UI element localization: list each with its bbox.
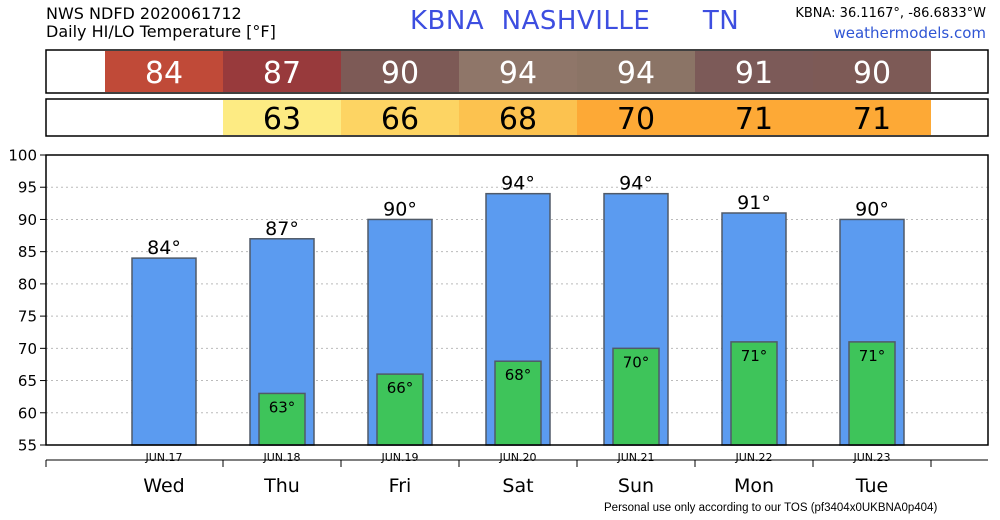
- hi-bar-label: 84°: [147, 237, 181, 259]
- lo-strip-value: 68: [499, 102, 537, 137]
- hi-strip-cell: [459, 51, 577, 92]
- lo-strip-value: 71: [853, 102, 891, 137]
- hi-strip-value: 94: [617, 56, 655, 91]
- lo-bar-label: 70°: [623, 353, 650, 371]
- lo-strip-value: 71: [735, 102, 773, 137]
- hi-strip-value: 91: [735, 56, 773, 91]
- day-label: Mon: [734, 475, 774, 497]
- y-tick-label: 95: [18, 179, 37, 197]
- hi-strip-cell: [105, 51, 223, 92]
- station-coordinates: KBNA: 36.1167°, -86.6833°W: [795, 6, 986, 21]
- lo-strip-cell: [813, 100, 931, 135]
- chart-subtitle: Daily HI/LO Temperature [°F]: [46, 22, 276, 41]
- y-tick-label: 90: [18, 211, 37, 229]
- hi-strip-cell: [577, 51, 695, 92]
- plot-frame: [45, 154, 989, 446]
- lo-bar-label: 68°: [505, 366, 532, 384]
- lo-bar: [612, 347, 660, 446]
- hi-strip-value: 84: [145, 56, 183, 91]
- lo-strip-cell: [577, 100, 695, 135]
- lo-temperature-strip: 63 66 68 70 71 71: [45, 98, 989, 137]
- footer-note: Personal use only according to our TOS (…: [604, 502, 938, 514]
- y-tick-label: 60: [18, 404, 37, 422]
- day-label: Thu: [263, 475, 300, 497]
- y-tick-label: 55: [18, 437, 37, 455]
- y-tick-label: 100: [8, 147, 37, 165]
- day-label: Sat: [502, 475, 533, 497]
- hi-bar-label: 90°: [855, 198, 889, 220]
- y-tick-label: 70: [18, 340, 37, 358]
- y-tick-label: 65: [18, 372, 37, 390]
- lo-bar-label: 71°: [741, 347, 768, 365]
- day-label: Fri: [389, 475, 412, 497]
- hi-strip-value: 94: [499, 56, 537, 91]
- y-tick-label: 75: [18, 308, 37, 326]
- website-link[interactable]: weathermodels.com: [833, 24, 986, 42]
- hi-bar-label: 91°: [737, 192, 771, 214]
- day-label: Wed: [143, 475, 184, 497]
- lo-strip-value: 66: [381, 102, 419, 137]
- hi-strip-cell: [695, 51, 813, 92]
- date-label: JUN.21: [616, 451, 654, 464]
- lo-bar-label: 66°: [387, 379, 414, 397]
- lo-strip-cell: [695, 100, 813, 135]
- model-run-label: NWS NDFD 2020061712: [46, 4, 242, 23]
- hi-strip-value: 90: [381, 56, 419, 91]
- y-tick-label: 85: [18, 243, 37, 261]
- hi-strip-cell: [341, 51, 459, 92]
- hi-strip-cell: [813, 51, 931, 92]
- hi-bar: [131, 257, 197, 446]
- hi-bar-label: 94°: [501, 173, 535, 195]
- lo-strip-value: 70: [617, 102, 655, 137]
- lo-bar-label: 63°: [269, 398, 296, 416]
- lo-bar-label: 71°: [859, 347, 886, 365]
- lo-strip-value: 63: [263, 102, 301, 137]
- lo-bar: [730, 341, 778, 446]
- hi-bar-label: 90°: [383, 198, 417, 220]
- hi-bar-label: 94°: [619, 173, 653, 195]
- hi-strip-value: 87: [263, 56, 301, 91]
- date-label: JUN.19: [380, 451, 418, 464]
- lo-bar: [376, 373, 424, 446]
- hi-temperature-strip: 84 87 90 94 94 91 90: [45, 49, 989, 94]
- y-tick-label: 80: [18, 275, 37, 293]
- lo-bar: [848, 341, 896, 446]
- plot-area: 55 60 65 70 75 80 85 90 95 100 84° 87° 90° 94° 94° 91° 9…: [8, 147, 989, 497]
- day-label: Sun: [618, 475, 654, 497]
- lo-strip-cell: [223, 100, 341, 135]
- day-label: Tue: [855, 475, 888, 497]
- station-title: KBNA NASHVILLE TN: [410, 6, 740, 36]
- date-label: JUN.17: [144, 451, 182, 464]
- date-label: JUN.23: [852, 451, 890, 464]
- date-label: JUN.22: [734, 451, 772, 464]
- lo-bar: [258, 392, 306, 446]
- hi-strip-value: 90: [853, 56, 891, 91]
- date-label: JUN.20: [498, 451, 536, 464]
- date-label: JUN.18: [262, 451, 300, 464]
- hi-bar-label: 87°: [265, 218, 299, 240]
- hi-strip-cell: [223, 51, 341, 92]
- lo-strip-cell: [459, 100, 577, 135]
- lo-strip-cell: [341, 100, 459, 135]
